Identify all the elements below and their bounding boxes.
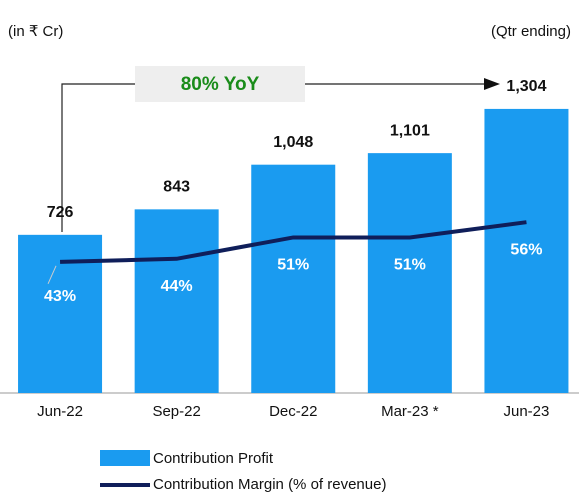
bar: [18, 234, 103, 393]
bar-label: 843: [163, 179, 190, 196]
x-tick-label: Sep-22: [152, 403, 200, 420]
x-tick-label: Jun-22: [37, 403, 83, 420]
annotation: 80% YoY: [181, 74, 260, 95]
legend-label: Contribution Profit: [153, 450, 274, 467]
margin-label: 43%: [44, 288, 76, 305]
x-tick-label: Jun-23: [504, 403, 550, 420]
unit-note: (in ₹ Cr): [8, 23, 63, 40]
margin-label: 56%: [510, 241, 542, 258]
bar-label: 1,101: [390, 122, 430, 139]
bar: [367, 153, 452, 393]
bar-label: 726: [47, 204, 74, 221]
legend-label: Contribution Margin (% of revenue): [153, 476, 386, 493]
margin-label: 51%: [394, 257, 426, 274]
margin-label: 51%: [277, 257, 309, 274]
bar: [134, 209, 219, 393]
period-note: (Qtr ending): [491, 23, 571, 40]
x-tick-label: Mar-23 *: [381, 403, 439, 420]
x-tick-label: Dec-22: [269, 403, 317, 420]
legend-swatch: [100, 450, 150, 466]
margin-line: [59, 220, 527, 264]
bar: [484, 108, 569, 394]
bar: [251, 164, 336, 393]
arrow-head: [484, 78, 500, 90]
leader-line: [47, 265, 57, 285]
annotation-box: [135, 66, 305, 102]
bar-label: 1,304: [506, 78, 546, 95]
yoy-arrow: [61, 83, 490, 232]
margin-label: 44%: [161, 278, 193, 295]
bar-label: 1,048: [273, 134, 313, 151]
